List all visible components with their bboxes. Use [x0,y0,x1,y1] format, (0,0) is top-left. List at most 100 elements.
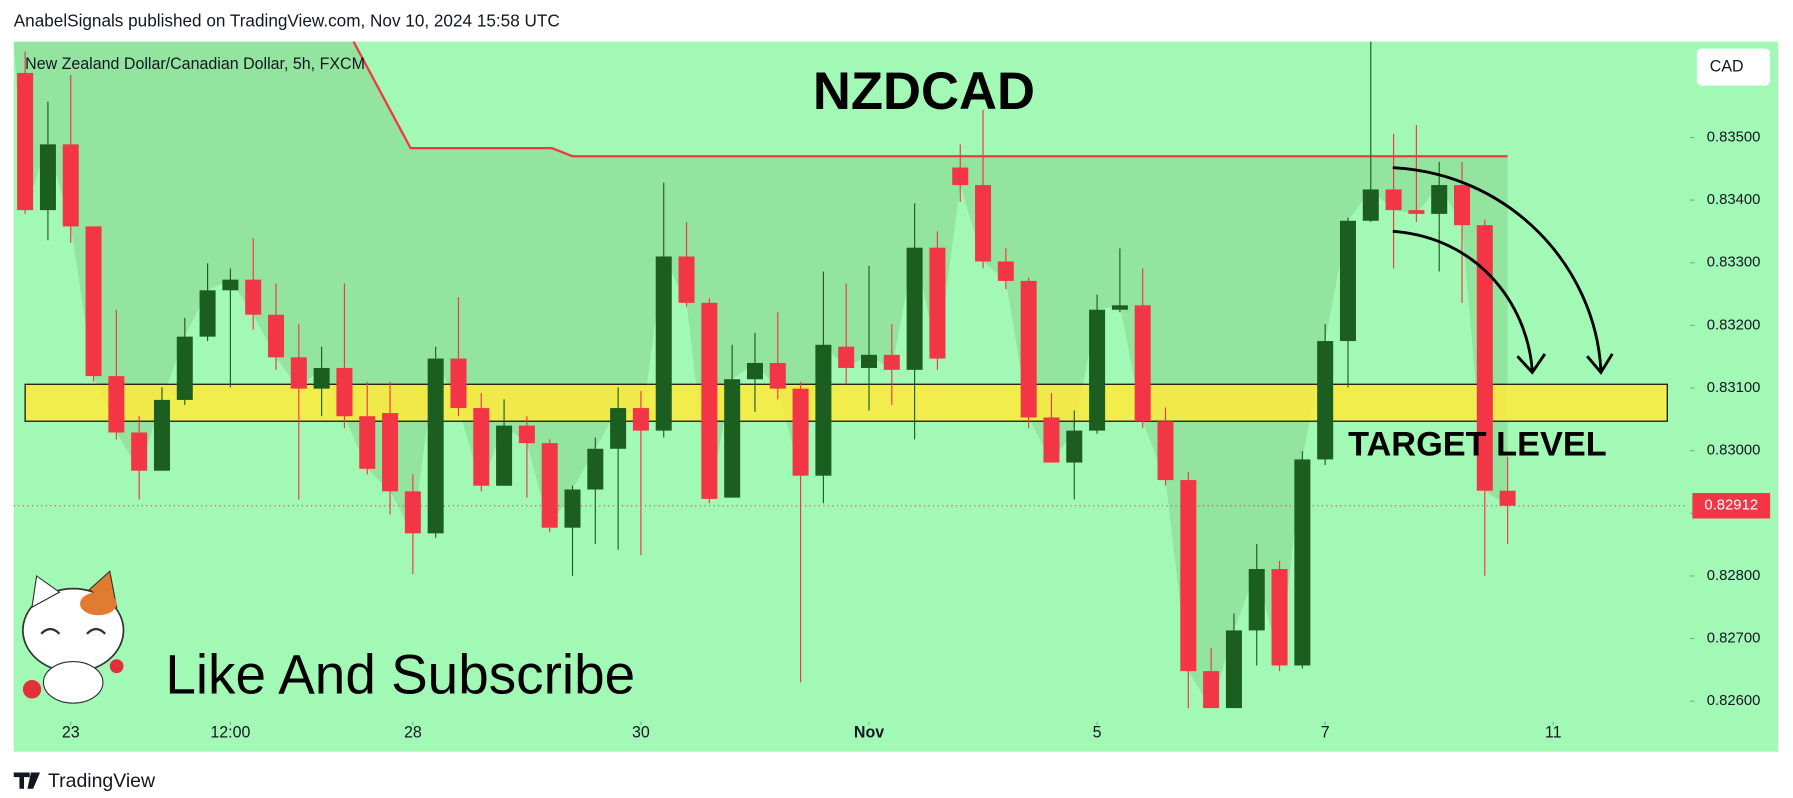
x-tick-label: 7 [1321,723,1330,741]
candle-body [1248,569,1265,631]
footer: TradingView [48,770,156,792]
y-tick-label: 0.83400 [1707,191,1761,208]
y-tick-label: 0.82800 [1707,567,1761,584]
candle-body [473,408,490,486]
candle-body [564,489,581,528]
candle-body [17,72,34,211]
candle-body [496,425,513,486]
sticker [22,570,125,704]
candle-body [313,367,330,389]
candle-body [1134,305,1151,422]
symbol-label: New Zealand Dollar/Canadian Dollar, 5h, … [25,55,365,73]
arrow [1392,166,1603,371]
candle-body [1225,630,1242,709]
candle-body [245,279,262,315]
candle-body [1317,341,1334,460]
candle-body [1066,430,1083,463]
candle-body [883,354,900,370]
candle-body [724,379,741,498]
currency-label: CAD [1710,57,1744,75]
candle-body [131,432,148,471]
candle-body [678,256,695,303]
candle-body [382,413,399,492]
logo [13,772,41,789]
sticker-heart [22,680,42,699]
candle-body [290,357,307,389]
candle-body [404,491,421,534]
sticker-ear [31,574,61,609]
candle-body [336,367,353,417]
candle-body [176,336,193,400]
last-price-label: 0.82912 [1704,497,1758,514]
candle-body [769,362,786,389]
candle-body [952,167,969,186]
candle-body [108,376,125,433]
candle-body [450,358,467,409]
candle-body [199,290,216,337]
candle-body [792,388,809,476]
sticker-patch [80,592,117,616]
currency-button[interactable] [1696,48,1771,86]
sticker-heart [109,659,124,674]
candle-body [1476,225,1493,491]
x-tick-label: 23 [62,723,80,741]
candle-body [632,408,649,431]
candle-body [1385,189,1402,211]
last-price-badge [1692,493,1771,519]
header: AnabelSignals published on TradingView.c… [14,10,560,30]
x-tick-label: 11 [1545,723,1562,741]
candle-body [1089,309,1106,431]
annotation: Like And Subscribe [165,643,635,705]
candle-body [153,399,170,471]
candle-body [701,302,718,499]
y-tick-label: 0.82700 [1707,629,1761,646]
x-tick-label: 12:00 [210,723,250,741]
candle-body [587,448,604,490]
candle-body [1111,305,1128,310]
x-tick-label: 28 [404,723,422,741]
candle-body [1453,185,1471,226]
candle-body [1203,671,1220,709]
candle-body [1339,220,1356,342]
candle-body [906,247,923,370]
candle-body [1431,185,1448,214]
candle-body [39,144,56,211]
x-tick-label: Nov [854,723,884,741]
candle-body [1271,569,1288,666]
candle-body [1408,210,1425,214]
sticker-body [42,660,104,704]
y-tick-label: 0.82600 [1707,692,1761,709]
candle-body [975,185,992,262]
candle-body [541,443,558,528]
candle-body [1294,459,1311,666]
x-tick-label: 5 [1093,723,1102,741]
candle-body [222,279,239,291]
candle-body [929,247,946,359]
candle-body [997,261,1014,281]
y-tick-label: 0.83500 [1707,128,1761,145]
shaded-area [13,41,1508,709]
candle-body [427,358,444,534]
chart-title: NZDCAD [813,62,1035,121]
y-tick-label: 0.83300 [1707,254,1761,271]
candle-body [746,362,763,380]
y-tick-label: 0.83100 [1707,379,1761,396]
candle-body [1020,280,1037,418]
y-tick-label: 0.83000 [1707,442,1761,459]
candle-body [1043,417,1060,463]
candle-body [815,344,832,476]
candle-body [359,416,376,469]
candle-body [62,144,79,227]
arrow [1392,229,1534,371]
candle-body [268,314,285,358]
candle-body [610,408,627,449]
arrow-head [1516,353,1547,375]
candle-body [861,354,878,368]
arrow-head [1586,353,1614,375]
target-zone [24,383,1668,422]
annotation: TARGET LEVEL [1348,425,1607,463]
sticker-eyes [40,628,107,635]
candle-body [1499,490,1516,506]
